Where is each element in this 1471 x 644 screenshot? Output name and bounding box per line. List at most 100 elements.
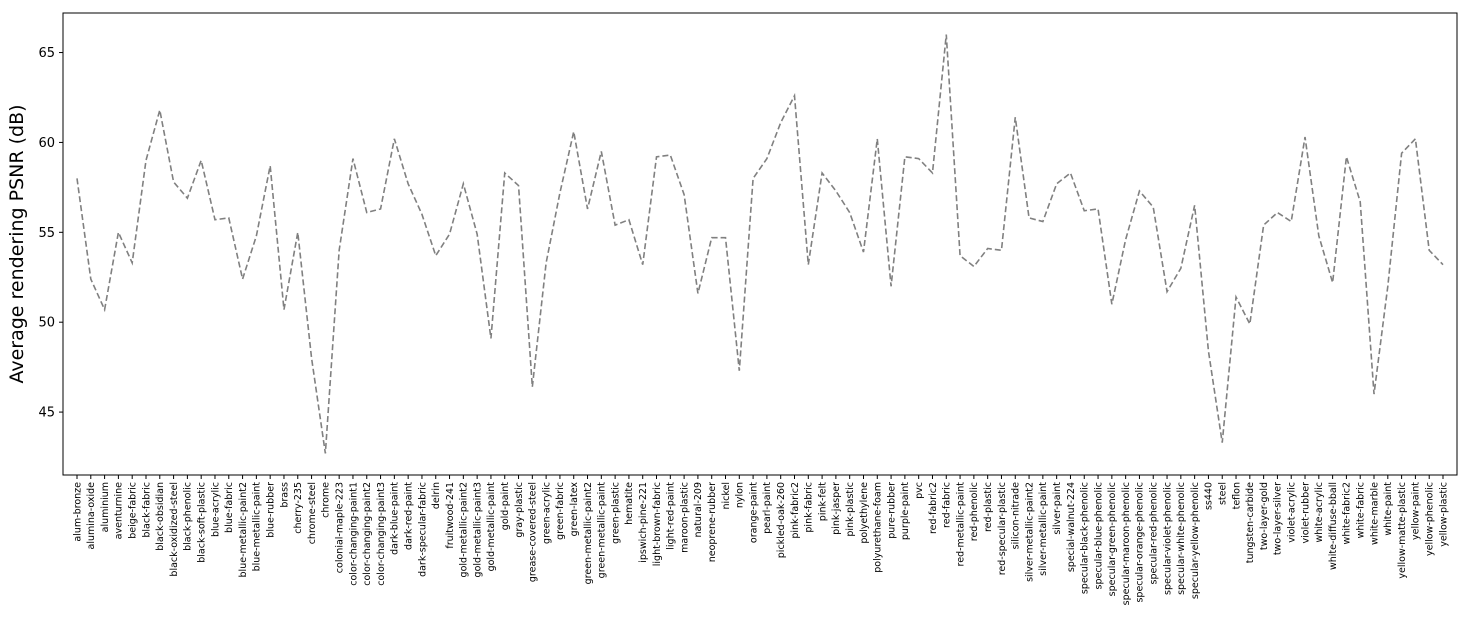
x-tick-label: specular-orange-phenolic (1135, 482, 1146, 603)
x-tick-label: blue-metallic-paint (252, 482, 263, 572)
x-tick-label: two-layer-silver (1273, 482, 1284, 555)
x-tick-label: black-fabric (141, 482, 152, 538)
x-tick-label: maroon-plastic (679, 482, 690, 553)
x-tick-label: beige-fabric (127, 482, 138, 539)
x-tick-label: yellow-matte-plastic (1397, 482, 1408, 579)
x-tick-label: silver-metallic-paint2 (1024, 482, 1035, 582)
x-tick-label: color-changing-paint3 (376, 482, 387, 586)
x-tick-label: white-paint (1383, 482, 1394, 536)
x-tick-label: grease-covered-steel (528, 482, 539, 582)
x-tick-label: white-fabric2 (1342, 482, 1353, 544)
x-tick-label: red-plastic (983, 482, 994, 532)
x-tick-label: chrome-steel (307, 482, 318, 544)
x-tick-label: gray-plastic (514, 482, 525, 538)
x-tick-label: chrome (321, 482, 332, 518)
x-tick-label: black-phenolic (183, 482, 194, 551)
x-tick-label: green-acrylic (541, 482, 552, 544)
x-tick-label: silver-paint (1052, 482, 1063, 535)
x-tick-label: white-diffuse-bball (1328, 482, 1339, 570)
x-tick-label: green-metallic-paint (597, 482, 608, 579)
x-tick-label: silicon-nitrade (1011, 482, 1022, 549)
x-tick-label: gold-metallic-paint3 (472, 482, 483, 577)
x-tick-label: two-layer-gold (1259, 482, 1270, 550)
x-tick-label: white-marble (1369, 482, 1380, 545)
x-tick-label: violet-acrylic (1287, 482, 1298, 543)
x-tick-label: red-fabric2 (928, 482, 939, 534)
x-tick-label: color-changing-paint1 (348, 482, 359, 586)
x-tick-label: red-metallic-paint (955, 482, 966, 567)
x-tick-label: blue-rubber (265, 482, 276, 538)
y-tick-label: 60 (38, 136, 55, 151)
y-tick-label: 55 (38, 226, 55, 241)
x-tick-label: pink-jasper (831, 482, 842, 535)
x-tick-label: red-fabric (942, 482, 953, 528)
y-tick-label: 45 (38, 406, 55, 421)
x-tick-label: orange-paint (748, 482, 759, 543)
x-tick-label: specular-green-phenolic (1107, 482, 1118, 596)
x-tick-label: red-specular-plastic (997, 482, 1008, 575)
x-tick-label: gold-metallic-paint (486, 482, 497, 572)
x-tick-label: alumina-oxide (86, 482, 97, 550)
x-tick-label: cherry-235 (293, 482, 304, 534)
x-tick-label: purple-paint (900, 482, 911, 540)
x-tick-label: ss440 (1204, 482, 1215, 510)
x-tick-label: blue-acrylic (210, 482, 221, 537)
x-tick-label: yellow-paint (1411, 482, 1422, 540)
x-tick-label: specular-white-phenolic (1176, 482, 1187, 595)
x-tick-label: gold-paint (500, 482, 511, 530)
x-tick-label: green-fabric (555, 482, 566, 540)
x-tick-label: blue-metallic-paint2 (238, 482, 249, 577)
x-tick-label: neoprene-rubber (707, 482, 718, 562)
x-tick-label: black-soft-plastic (196, 482, 207, 563)
x-tick-label: black-obsidian (155, 482, 166, 551)
x-tick-label: specular-maroon-phenolic (1121, 482, 1132, 605)
series-line (77, 35, 1443, 454)
x-tick-label: white-fabric (1356, 482, 1367, 538)
x-tick-label: specular-blue-phenolic (1093, 482, 1104, 589)
x-tick-label: pink-plastic (845, 482, 856, 537)
x-tick-label: violet-rubber (1300, 482, 1311, 544)
x-tick-label: polyurethane-foam (873, 482, 884, 573)
x-tick-label: light-brown-fabric (652, 482, 663, 566)
x-tick-label: yellow-plastic (1438, 482, 1449, 547)
x-tick-label: polyethylene (859, 482, 870, 544)
x-tick-label: brass (279, 482, 290, 508)
x-tick-label: green-plastic (610, 482, 621, 544)
x-tick-label: green-metallic-paint2 (583, 482, 594, 584)
x-tick-label: teflon (1231, 482, 1242, 509)
y-tick-label: 50 (38, 316, 55, 331)
x-tick-label: pure-rubber (886, 482, 897, 539)
x-tick-label: alum-bronze (72, 482, 83, 542)
x-tick-label: green-latex (569, 482, 580, 537)
x-tick-label: dark-specular-fabric (417, 482, 428, 577)
x-tick-label: color-changing-paint2 (362, 482, 373, 586)
x-tick-label: specular-yellow-phenolic (1190, 482, 1201, 599)
x-tick-label: red-phenolic (969, 482, 980, 541)
plot-area-frame (63, 13, 1457, 475)
x-tick-label: pearl-paint (762, 482, 773, 534)
x-tick-label: aventurnine (114, 482, 125, 539)
x-tick-label: pink-felt (817, 482, 828, 521)
x-tick-label: dark-blue-paint (390, 482, 401, 555)
x-tick-label: fruitwood-241 (445, 482, 456, 549)
x-tick-label: yellow-phenolic (1425, 482, 1436, 556)
x-tick-label: steel (1218, 482, 1229, 505)
x-tick-label: aluminium (100, 482, 111, 532)
x-tick-label: pvc (914, 482, 925, 499)
x-tick-label: specular-violet-phenolic (1162, 482, 1173, 595)
x-tick-label: natural-209 (693, 482, 704, 538)
x-tick-label: tungsten-carbide (1245, 482, 1256, 563)
x-tick-label: nickel (721, 482, 732, 510)
x-tick-label: pickled-oak-260 (776, 482, 787, 558)
y-tick-label: 65 (38, 46, 55, 61)
x-tick-label: light-red-paint (666, 482, 677, 550)
x-tick-label: black-oxidized-steel (169, 482, 180, 577)
x-tick-label: specular-black-phenolic (1080, 482, 1091, 594)
x-tick-label: white-acrylic (1314, 482, 1325, 543)
x-tick-label: blue-fabric (224, 482, 235, 533)
x-tick-label: nylon (735, 482, 746, 508)
x-tick-label: special-walnut-224 (1066, 482, 1077, 572)
x-tick-label: hematite (624, 482, 635, 525)
y-axis-label: Average rendering PSNR (dB) (6, 104, 28, 383)
